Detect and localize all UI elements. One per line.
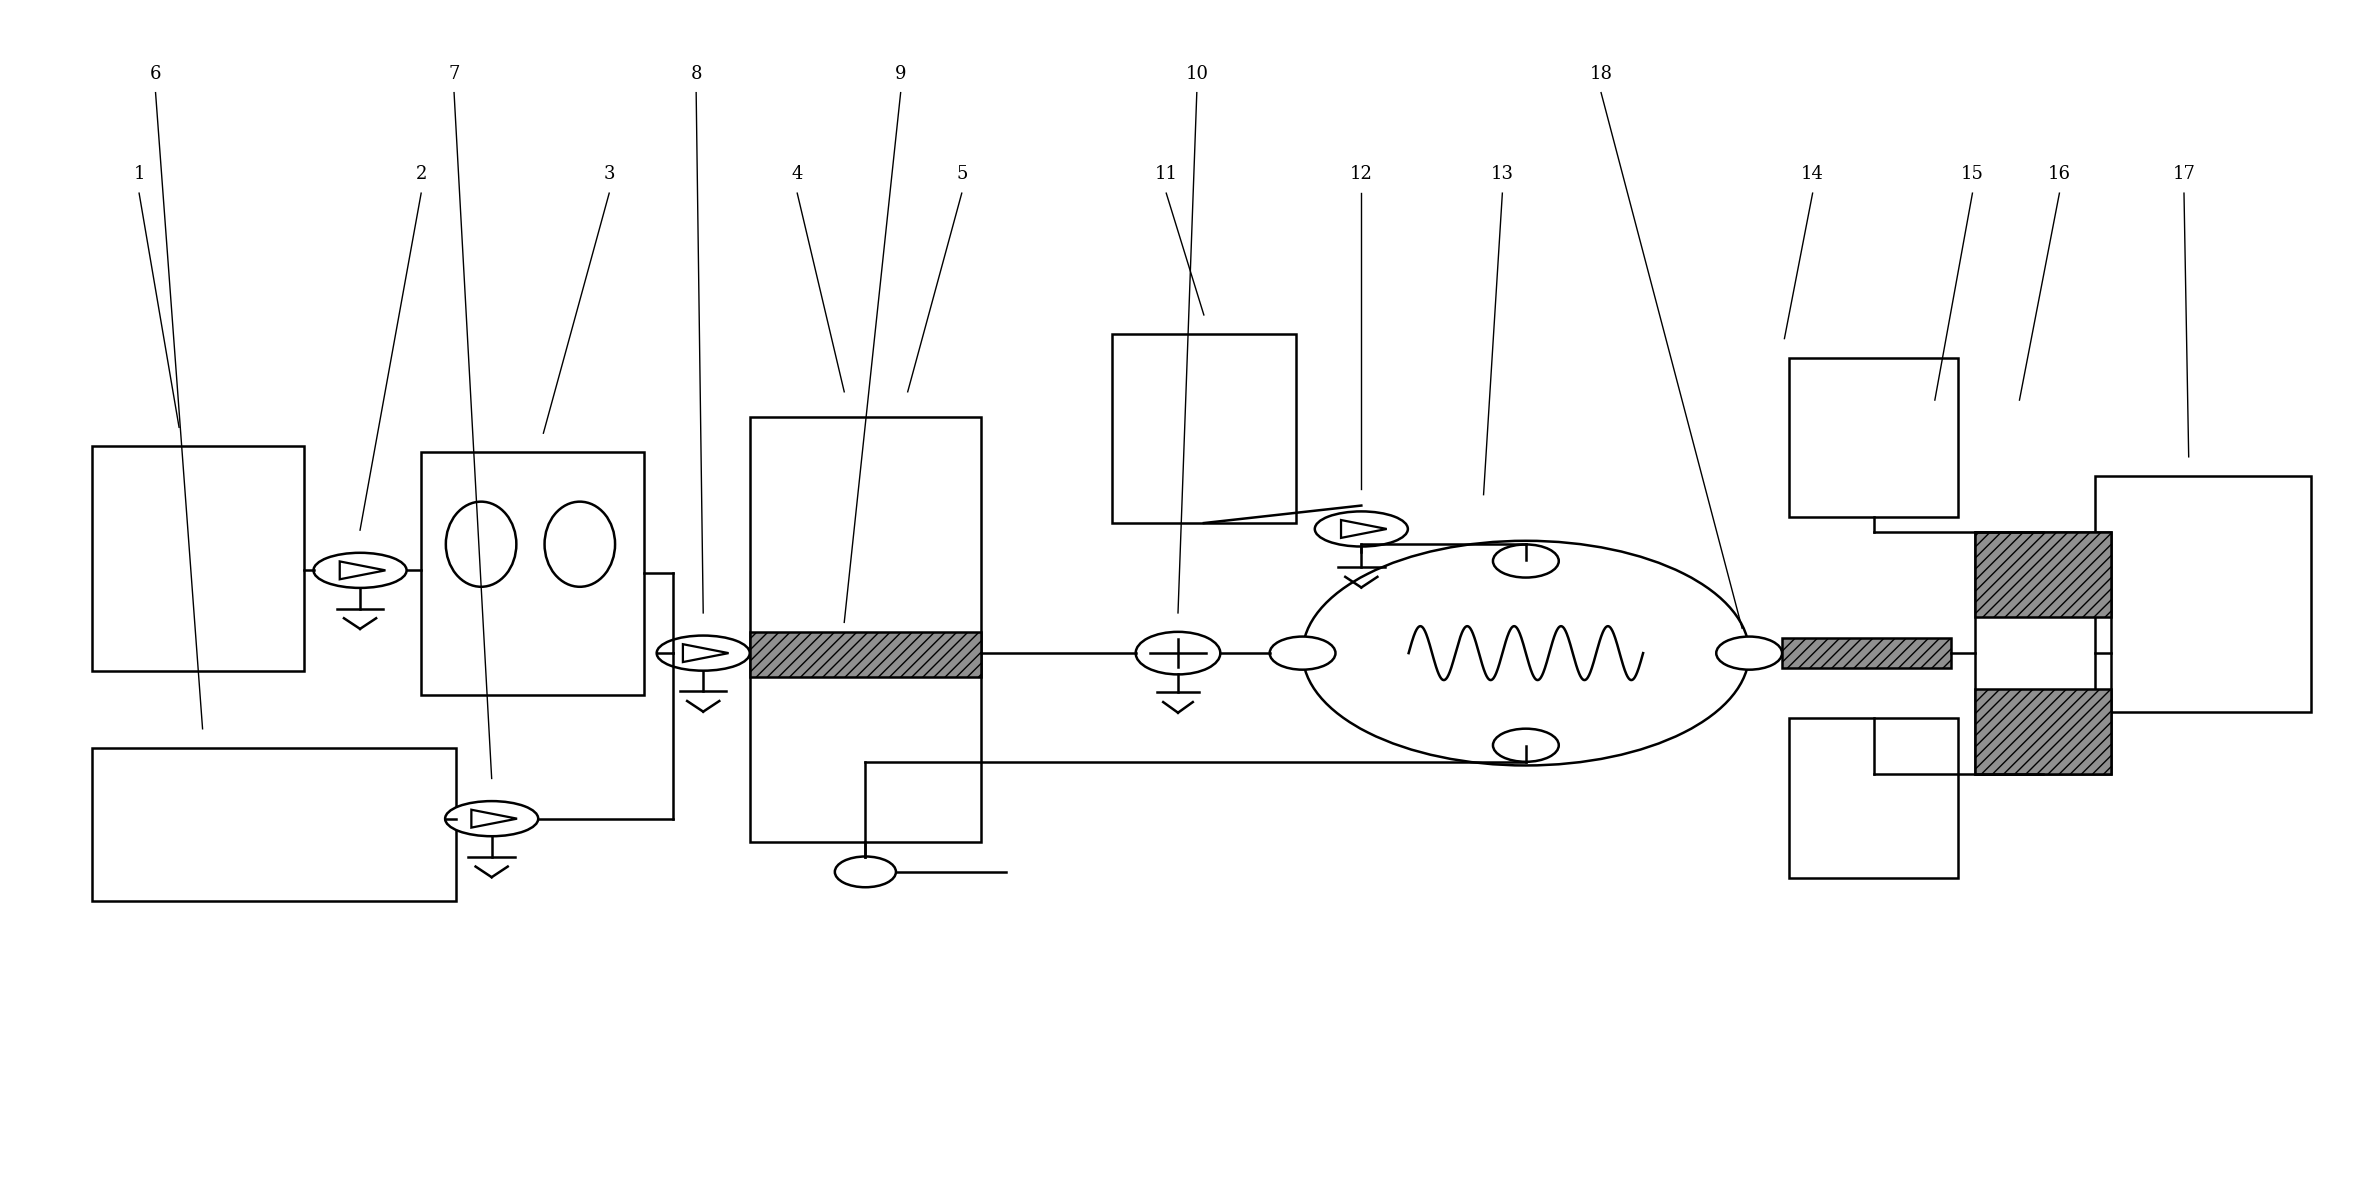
Bar [2094, 475, 2311, 713]
Text: 12: 12 [1350, 165, 1374, 183]
Bar [1112, 334, 1296, 523]
Bar [1788, 358, 1958, 517]
Text: 11: 11 [1154, 165, 1178, 183]
Circle shape [1494, 544, 1560, 577]
Text: 16: 16 [2047, 165, 2071, 183]
Text: 1: 1 [134, 165, 144, 183]
Bar [749, 632, 980, 677]
Bar [422, 453, 646, 695]
Circle shape [1270, 637, 1336, 670]
Text: 6: 6 [151, 64, 160, 83]
Text: 3: 3 [603, 165, 615, 183]
Text: 17: 17 [2172, 165, 2196, 183]
Circle shape [1715, 637, 1781, 670]
Text: 8: 8 [690, 64, 702, 83]
Text: 18: 18 [1590, 64, 1612, 83]
Text: 9: 9 [895, 64, 907, 83]
Circle shape [1494, 728, 1560, 762]
Circle shape [1136, 632, 1220, 675]
Bar [1974, 532, 2111, 617]
Text: 15: 15 [1960, 165, 1984, 183]
Bar [749, 417, 980, 842]
Text: 13: 13 [1491, 165, 1515, 183]
Bar [1974, 532, 2111, 775]
Ellipse shape [313, 552, 408, 588]
Bar [1974, 689, 2111, 775]
Text: 4: 4 [792, 165, 803, 183]
Ellipse shape [1315, 511, 1409, 546]
Text: 10: 10 [1185, 64, 1209, 83]
Text: 2: 2 [415, 165, 426, 183]
Ellipse shape [657, 636, 749, 671]
Text: 7: 7 [448, 64, 459, 83]
Bar [92, 447, 304, 671]
Bar [92, 747, 457, 902]
Ellipse shape [445, 801, 537, 836]
Bar [1781, 638, 1951, 669]
Text: 5: 5 [957, 165, 968, 183]
Text: 14: 14 [1802, 165, 1824, 183]
Circle shape [834, 857, 895, 887]
Bar [1788, 719, 1958, 878]
